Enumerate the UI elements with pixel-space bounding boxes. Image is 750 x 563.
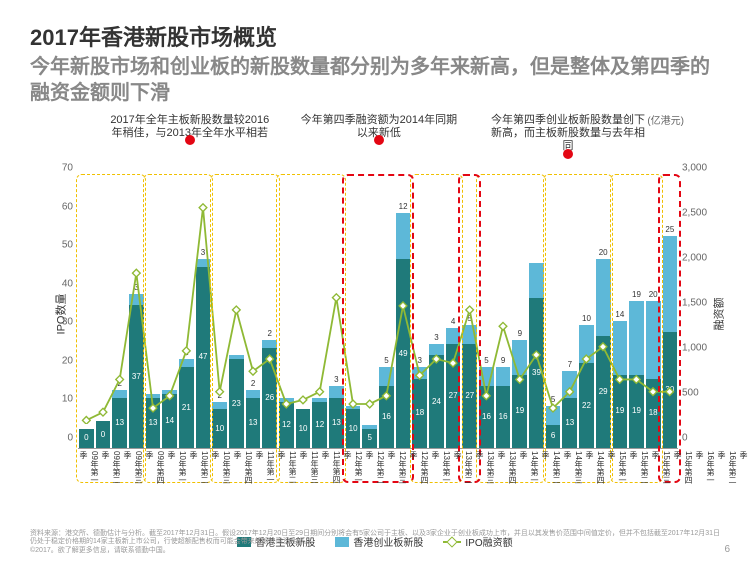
title-main: 2017年香港新股市场概览 (30, 20, 720, 52)
page-number: 6 (724, 544, 730, 555)
bar-col: 10 (296, 409, 311, 448)
bar-col: 10 (346, 406, 361, 448)
x-label: 14年第一季 (518, 449, 540, 489)
bar-col: 274 (446, 328, 461, 448)
bar-col: 12 (312, 398, 327, 448)
bar-col: 1820 (646, 301, 661, 448)
bar-col: 102 (212, 402, 227, 448)
title-sub: 今年新股市场和创业板的新股数量都分别为多年来新高，但是整体及第四季的融资金额则下… (30, 54, 720, 106)
x-axis: 09年第一季09年第二季09年第三季09年第四季10年第一季10年第二季10年第… (78, 449, 678, 489)
bar-col: 183 (412, 367, 427, 448)
x-label: 09年第二季 (100, 449, 122, 489)
chart: IPO数量 010203040506070 融资额 05001,0001,500… (30, 179, 720, 489)
x-label: 09年第三季 (122, 449, 144, 489)
x-label: 10年第二季 (188, 449, 210, 489)
x-label: 13年第三季 (474, 449, 496, 489)
x-label: 12年第三季 (386, 449, 408, 489)
bar-col: 5 (362, 425, 377, 448)
bar-col: 4912 (396, 213, 411, 448)
bar-col: 65 (546, 406, 561, 448)
x-label: 10年第四季 (232, 449, 254, 489)
bar-col: 1914 (613, 321, 628, 448)
bar-col: 12 (279, 398, 294, 448)
footer: 资料来源：港交所、德勤估计与分析。截至2017年12月31日。假设2017年12… (30, 530, 720, 555)
bar-col: 1919 (629, 301, 644, 448)
x-label: 15年第四季 (672, 449, 694, 489)
bar-col: 14 (162, 390, 177, 448)
x-label: 16年第一季 (694, 449, 716, 489)
bar-col: 243 (429, 344, 444, 448)
x-label: 11年第二季 (276, 449, 298, 489)
bar-col: 473 (196, 259, 211, 448)
x-label: 12年第二季 (364, 449, 386, 489)
x-label: 11年第三季 (298, 449, 320, 489)
x-label: 13年第一季 (430, 449, 452, 489)
x-label: 14年第二季 (540, 449, 562, 489)
annotation: 今年第四季融资额为2014年同期以来新低 (299, 114, 459, 140)
bar-col: 132 (246, 390, 261, 448)
bars-container: 0013237313142124731022313226212101213310… (78, 179, 678, 448)
bar-col: 169 (496, 367, 511, 448)
bar-col: 165 (479, 367, 494, 448)
footer-source: 资料来源：港交所、德勤估计与分析。截至2017年12月31日。假设2017年12… (30, 530, 720, 547)
plot-area: 0013237313142124731022313226212101213310… (78, 179, 678, 449)
x-label: 15年第二季 (628, 449, 650, 489)
bar-col: 165 (379, 367, 394, 448)
annotation: 2017年全年主板新股数量较2016年稍佳，与2013年全年水平相若 (110, 114, 270, 140)
unit-label: (亿港元) (647, 112, 684, 127)
x-label: 11年第一季 (254, 449, 276, 489)
y-right-label: 融资额 (711, 298, 727, 331)
x-label: 14年第三季 (562, 449, 584, 489)
y-axis-left: IPO数量 010203040506070 (45, 179, 75, 449)
x-label: 09年第四季 (144, 449, 166, 489)
y-left-label: IPO数量 (52, 294, 68, 335)
x-label: 10年第三季 (210, 449, 232, 489)
y-axis-right: 融资额 05001,0001,5002,0002,5003,000 (680, 179, 720, 449)
bar-col: 39 (529, 263, 544, 448)
bar-col: 373 (129, 294, 144, 448)
x-label: 09年第一季 (78, 449, 100, 489)
bar-col: 0 (96, 421, 111, 448)
x-label: 15年第一季 (606, 449, 628, 489)
x-label: 15年第三季 (650, 449, 672, 489)
slide: 2017年香港新股市场概览 今年新股市场和创业板的新股数量都分别为多年来新高，但… (0, 0, 750, 563)
bar-col: 2920 (596, 259, 611, 448)
x-label: 14年第四季 (584, 449, 606, 489)
x-label: 12年第四季 (408, 449, 430, 489)
bar-col: 262 (262, 340, 277, 448)
bar-col: 137 (562, 371, 577, 448)
bar-col: 212 (179, 359, 194, 448)
x-label: 11年第四季 (320, 449, 342, 489)
x-label: 13年第二季 (452, 449, 474, 489)
x-label: 13年第四季 (496, 449, 518, 489)
bar-col: 23 (229, 355, 244, 448)
x-label: 16年第三季 (738, 449, 750, 489)
x-label: 12年第一季 (342, 449, 364, 489)
bar-col: 0 (79, 429, 94, 448)
bar-col: 3025 (663, 236, 678, 448)
bar-col: 132 (112, 390, 127, 448)
bar-col: 133 (329, 386, 344, 448)
bar-col: 275 (462, 325, 477, 448)
annotation: 今年第四季创业板新股数量创下新高，而主板新股数量与去年相同 (488, 114, 648, 154)
bar-col: 2210 (579, 325, 594, 448)
x-label: 16年第二季 (716, 449, 738, 489)
annotations-row: (亿港元) 2017年全年主板新股数量较2016年稍佳，与2013年全年水平相若… (80, 114, 690, 174)
footer-copyright: ©2017。欲了解更多信息，请联系德勤中国。 (30, 547, 720, 555)
bar-col: 13 (146, 394, 161, 448)
bar-col: 199 (512, 340, 527, 448)
x-label: 10年第一季 (166, 449, 188, 489)
